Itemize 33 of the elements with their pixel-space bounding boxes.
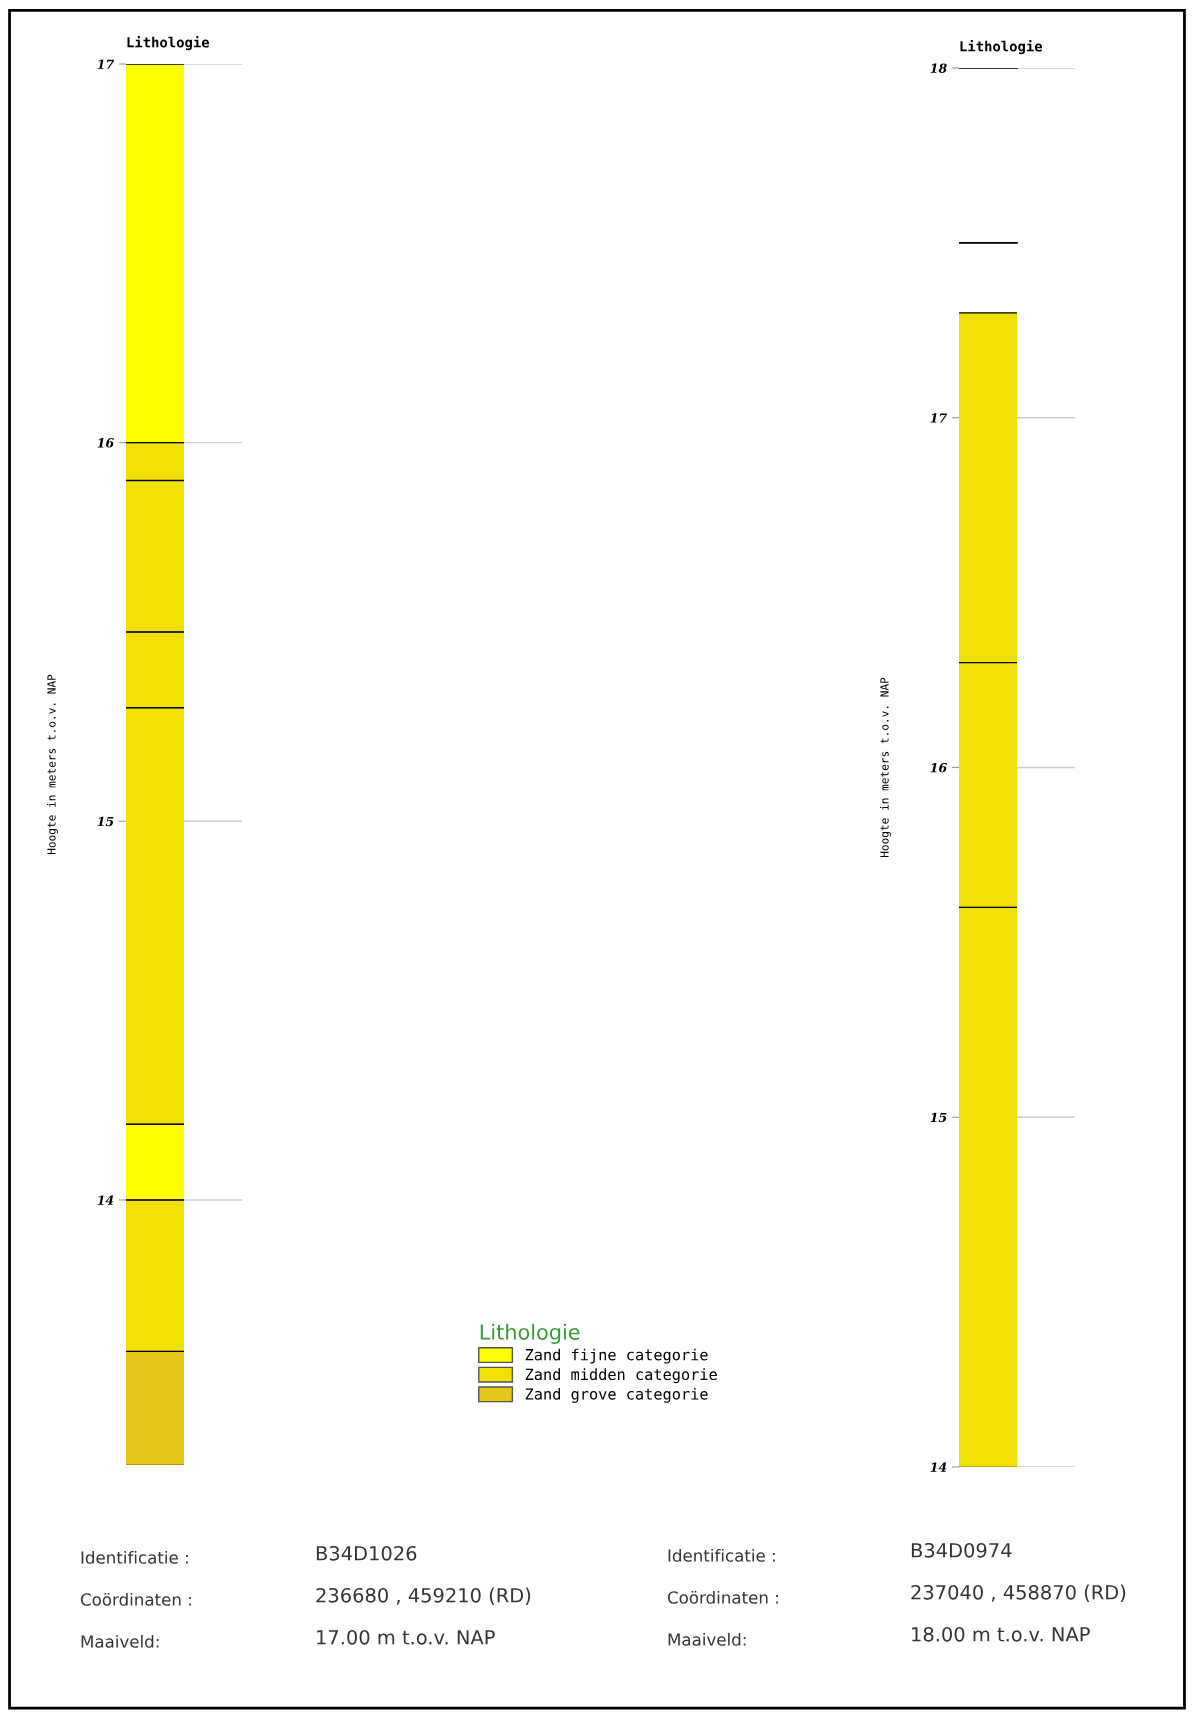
text: Identificatie :: [81, 1550, 188, 1564]
y-tick-label: 14: [930, 1462, 947, 1472]
y-tick-label: 14: [97, 1195, 114, 1205]
legend-label: Zand grove categorie: [525, 1387, 708, 1403]
text: 18.00 m t.o.v. NAP: [912, 1626, 1090, 1642]
y-tick-label: 17: [930, 413, 948, 423]
bar: [126, 1351, 184, 1465]
text: Coördinaten :: [80, 1592, 191, 1606]
legend-title: Lithologie: [480, 1323, 580, 1344]
text: Maaiveld:: [668, 1632, 746, 1646]
text: 17.00 m t.o.v. NAP: [317, 1629, 495, 1645]
bar: [126, 64, 184, 443]
y-tick-label: 18: [930, 63, 947, 73]
bar: [126, 1124, 184, 1200]
y-axis-title: Hoogte in meters t.o.v. NAP: [880, 677, 891, 858]
y-axis-title: Hoogte in meters t.o.v. NAP: [47, 674, 58, 855]
text: Coördinaten :: [667, 1590, 778, 1604]
text: Identificatie :: [668, 1548, 775, 1562]
y-tick-label: 15: [97, 816, 114, 827]
text: 237040 , 458870 (RD): [911, 1584, 1126, 1602]
bar: [126, 1199, 184, 1352]
legend-label: Zand midden categorie: [525, 1368, 717, 1384]
text: Maaiveld:: [81, 1634, 159, 1648]
text: B34D1026: [316, 1545, 417, 1561]
y-tick-label: 16: [930, 762, 947, 773]
y-tick-label: 16: [97, 438, 114, 448]
y-tick-label: 17: [97, 59, 115, 69]
text: B34D0974: [911, 1542, 1012, 1558]
legend-label: Zand fijne categorie: [525, 1348, 708, 1364]
y-tick-label: 15: [930, 1112, 947, 1123]
text: 236680 , 459210 (RD): [316, 1587, 531, 1605]
chart-title: Lithologie: [127, 36, 210, 51]
chart-title: Lithologie: [960, 40, 1043, 55]
